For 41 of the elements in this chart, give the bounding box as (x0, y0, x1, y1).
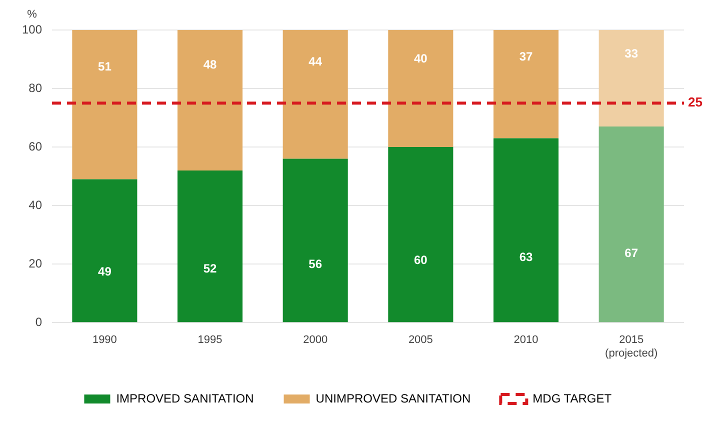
y-tick-label: 80 (28, 80, 42, 95)
data-label: 52 (203, 261, 218, 276)
bar (493, 30, 559, 138)
y-axis-title: % (27, 8, 38, 21)
x-tick-label: 2000 (303, 334, 328, 346)
y-tick-label: 0 (35, 314, 42, 329)
bar (388, 30, 454, 148)
bar (598, 30, 664, 127)
x-tick-label: 2010 (514, 334, 538, 346)
bar (72, 179, 138, 322)
bar (388, 147, 454, 322)
bar (282, 30, 348, 159)
data-label: 67 (624, 246, 638, 260)
legend-label: MDG TARGET (532, 391, 612, 406)
y-tick-label: 40 (28, 198, 42, 212)
x-tick-label: 1995 (198, 334, 222, 346)
legend-label: UNIMPROVED SANITATION (316, 391, 471, 406)
data-label: 44 (308, 54, 322, 68)
x-tick-label: 1990 (92, 334, 117, 346)
data-label: 56 (308, 257, 322, 272)
x-tick-label: 2015 (projected) (605, 334, 658, 360)
bar (493, 138, 559, 322)
data-label: 48 (203, 57, 218, 72)
x-tick-label: 2005 (408, 334, 433, 346)
y-tick-label: 20 (28, 256, 42, 270)
bar (598, 126, 664, 322)
text: 25 (688, 94, 702, 110)
bar (177, 30, 243, 170)
data-label: 33 (624, 46, 638, 60)
y-tick-label: 100 (22, 22, 42, 36)
bar (177, 170, 243, 322)
data-label: 63 (519, 250, 533, 264)
bar (282, 158, 348, 322)
y-tick-label: 60 (28, 139, 42, 154)
legend-label: IMPROVED SANITATION (116, 391, 254, 406)
data-label: 51 (98, 60, 112, 74)
data-label: 60 (414, 253, 428, 268)
data-label: 49 (98, 264, 112, 278)
data-label: 37 (519, 49, 533, 64)
data-label: 40 (414, 52, 428, 66)
bar (72, 30, 138, 180)
